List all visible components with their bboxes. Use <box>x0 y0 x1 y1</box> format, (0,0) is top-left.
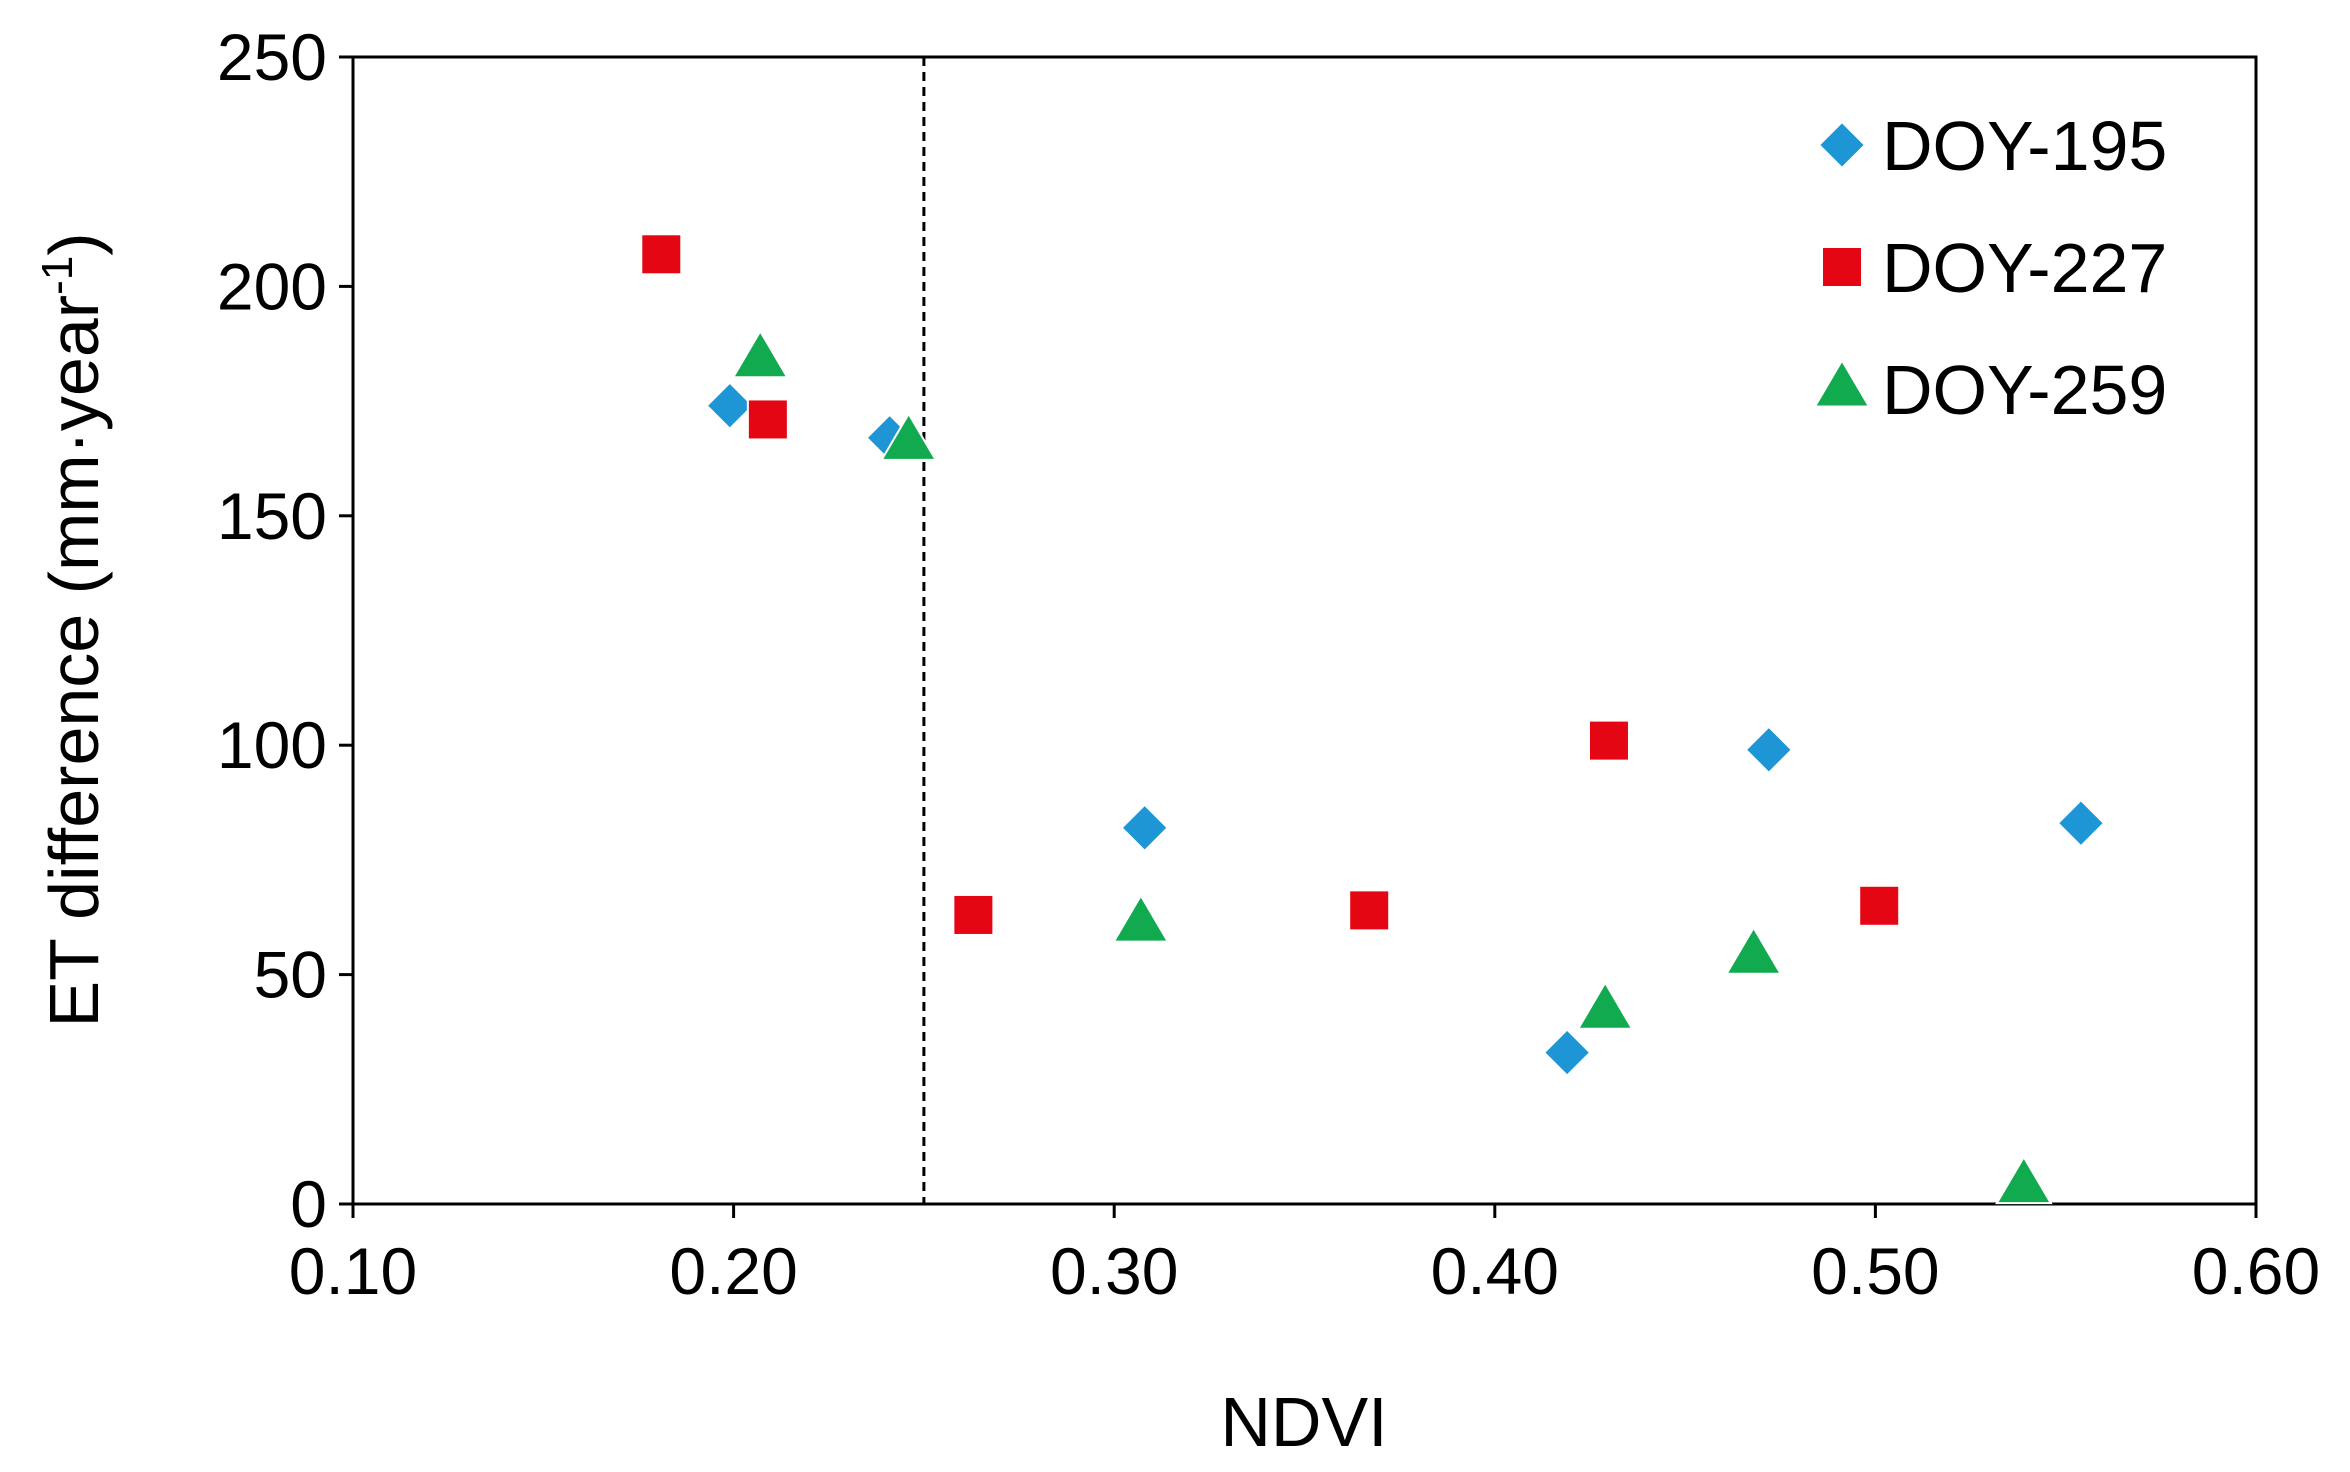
data-point <box>1587 719 1630 762</box>
series-doy-259 <box>731 329 2053 1205</box>
y-tick-label: 200 <box>217 249 327 323</box>
data-point <box>746 398 789 441</box>
legend-label: DOY-259 <box>1882 351 2167 429</box>
y-tick-label: 250 <box>217 20 327 94</box>
data-point <box>1542 1028 1592 1078</box>
legend-marker <box>1821 246 1863 288</box>
data-point <box>1995 1155 2053 1205</box>
legend-label: DOY-227 <box>1882 229 2167 307</box>
x-tick-label: 0.50 <box>1811 1234 1939 1308</box>
y-tick-label: 150 <box>217 479 327 553</box>
y-tick-label: 0 <box>290 1167 327 1241</box>
data-point <box>879 411 938 461</box>
x-tick-label: 0.40 <box>1431 1234 1559 1308</box>
legend-label: DOY-195 <box>1882 107 2167 185</box>
data-point <box>1858 884 1901 927</box>
data-point <box>1724 925 1783 975</box>
legend: DOY-195 DOY-227 DOY-259 <box>1813 107 2167 429</box>
x-tick-label: 0.30 <box>1050 1234 1178 1308</box>
data-point <box>952 893 995 936</box>
x-tick-label: 0.60 <box>2192 1234 2320 1308</box>
data-point <box>640 233 683 276</box>
data-point <box>1112 893 1170 943</box>
data-point <box>1348 889 1391 932</box>
series-doy-227 <box>640 233 1901 936</box>
x-axis-title: NDVI <box>1220 1383 1387 1461</box>
y-tick-label: 50 <box>254 938 327 1012</box>
legend-marker <box>1813 358 1871 408</box>
x-tick-label: 0.10 <box>289 1234 417 1308</box>
data-point <box>1120 803 1170 853</box>
y-tick-label: 100 <box>217 708 327 782</box>
data-point <box>1744 725 1794 775</box>
y-axis-title: ET difference (mm·year-1) <box>33 232 113 1027</box>
data-point <box>2056 798 2106 848</box>
data-point <box>705 381 755 431</box>
data-point <box>1576 980 1634 1030</box>
legend-marker <box>1817 120 1867 170</box>
x-tick-label: 0.20 <box>669 1234 797 1308</box>
data-point <box>731 329 789 379</box>
